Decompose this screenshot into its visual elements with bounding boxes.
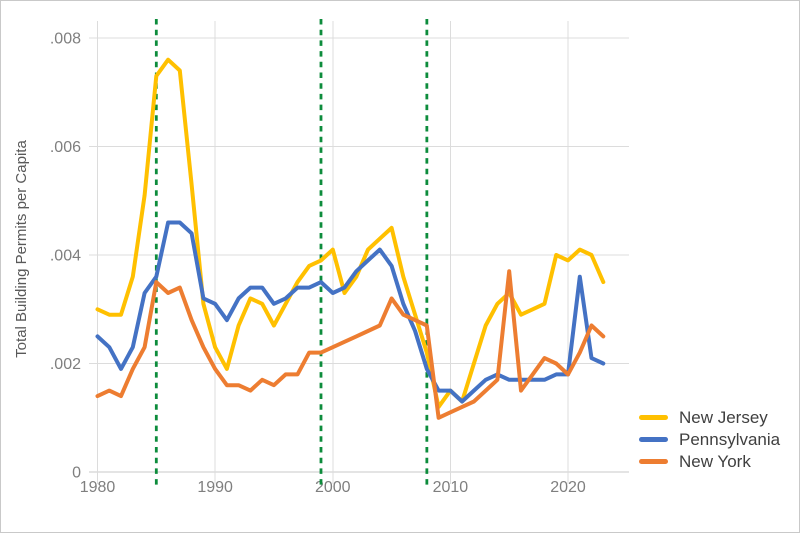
legend-item-new-york: New York: [639, 451, 780, 471]
event-marker-lines: [154, 19, 429, 486]
legend: New Jersey Pennsylvania New York: [639, 407, 781, 471]
legend-item-pennsylvania: Pennsylvania: [639, 429, 781, 449]
legend-swatch-pennsylvania: [639, 437, 668, 442]
y-tick-label: .002: [50, 356, 81, 373]
x-tick-label: 2020: [550, 479, 586, 496]
x-tick-label: 2010: [433, 479, 469, 496]
y-tick-label: .008: [50, 31, 81, 48]
legend-label: New York: [679, 451, 751, 471]
y-tick-label: 0: [72, 465, 81, 482]
legend-swatch-new-york: [639, 459, 668, 464]
y-axis-title: Total Building Permits per Capita: [13, 140, 30, 358]
x-tick-label: 1980: [80, 479, 116, 496]
x-tick-label: 1990: [197, 479, 233, 496]
legend-label: New Jersey: [679, 407, 768, 427]
y-tick-label: .004: [50, 248, 81, 265]
x-gridlines: 1980 1990 2000 2010 2020: [80, 21, 586, 496]
legend-label: Pennsylvania: [679, 429, 781, 449]
y-tick-label: .006: [50, 139, 81, 156]
legend-swatch-new-jersey: [639, 415, 668, 420]
x-tick-label: 2000: [315, 479, 351, 496]
series-line-new-york: [95, 269, 606, 420]
legend-item-new-jersey: New Jersey: [639, 407, 780, 427]
series-line-new-jersey: [95, 57, 606, 409]
